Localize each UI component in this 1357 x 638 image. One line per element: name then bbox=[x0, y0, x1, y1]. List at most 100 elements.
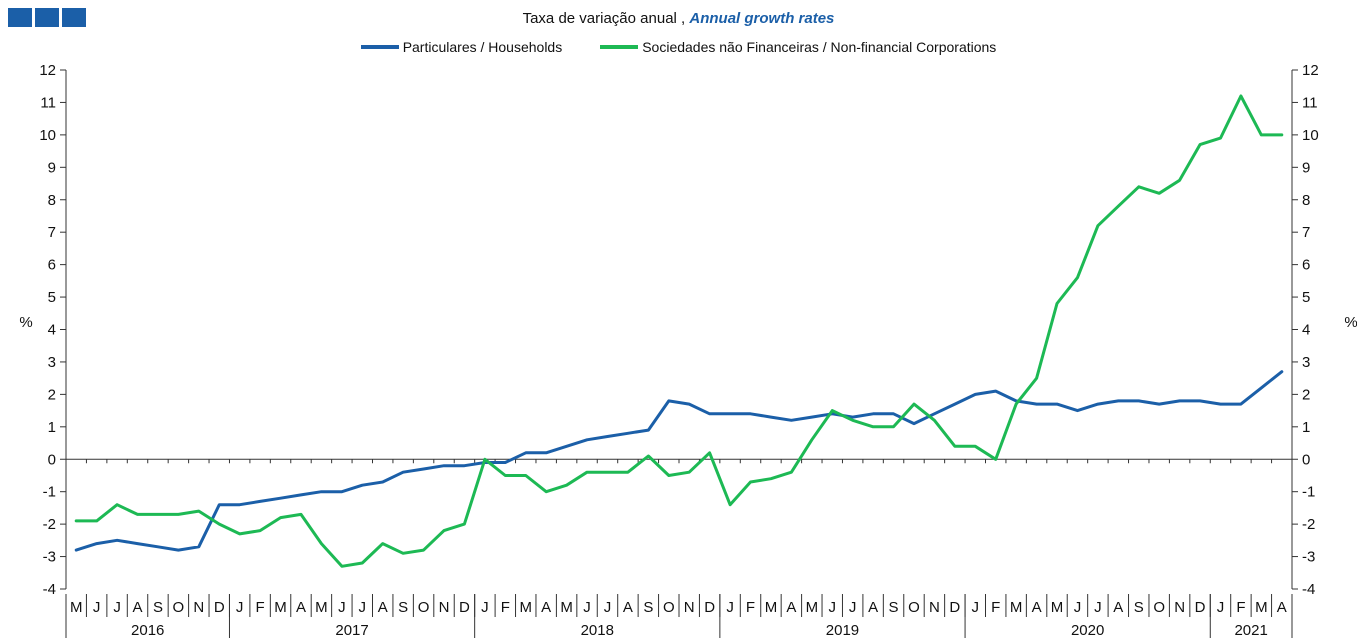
y-tick-label-right: -3 bbox=[1302, 549, 1315, 566]
y-tick-label-right: 7 bbox=[1302, 224, 1310, 241]
month-label: F bbox=[991, 599, 1000, 616]
month-label: M bbox=[520, 599, 533, 616]
y-tick-label-right: -2 bbox=[1302, 516, 1315, 533]
month-label: F bbox=[1236, 599, 1245, 616]
month-label: S bbox=[153, 599, 163, 616]
month-label: M bbox=[315, 599, 328, 616]
month-label: M bbox=[274, 599, 287, 616]
month-label: J bbox=[338, 599, 346, 616]
chart-subtitle: Taxa de variação anual , Annual growth r… bbox=[0, 10, 1357, 27]
legend: Particulares / Households Sociedades não… bbox=[0, 39, 1357, 55]
year-label: 2019 bbox=[826, 622, 859, 638]
month-label: O bbox=[173, 599, 185, 616]
month-label: D bbox=[949, 599, 960, 616]
month-label: J bbox=[236, 599, 244, 616]
month-label: J bbox=[849, 599, 857, 616]
y-tick-label-left: -3 bbox=[43, 549, 56, 566]
y-tick-label-left: 11 bbox=[40, 94, 56, 111]
month-label: J bbox=[1217, 599, 1225, 616]
month-label: S bbox=[398, 599, 408, 616]
month-label: M bbox=[1051, 599, 1064, 616]
month-label: O bbox=[663, 599, 675, 616]
y-tick-label-left: 12 bbox=[39, 62, 56, 79]
month-label: A bbox=[786, 599, 796, 616]
month-label: M bbox=[806, 599, 819, 616]
month-label: D bbox=[459, 599, 470, 616]
y-tick-label-right: 11 bbox=[1302, 94, 1318, 111]
y-tick-label-right: 3 bbox=[1302, 354, 1310, 371]
month-label: M bbox=[1255, 599, 1268, 616]
y-tick-label-left: -4 bbox=[43, 581, 56, 598]
y-tick-label-left: -1 bbox=[43, 484, 56, 501]
y-tick-label-right: 0 bbox=[1302, 451, 1310, 468]
y-tick-label-left: 0 bbox=[48, 451, 56, 468]
month-label: N bbox=[193, 599, 204, 616]
y-axis-title-left: % bbox=[19, 314, 32, 331]
month-label: J bbox=[113, 599, 121, 616]
subtitle-pt: Taxa de variação anual , bbox=[522, 10, 690, 27]
month-label: A bbox=[868, 599, 878, 616]
month-label: D bbox=[214, 599, 225, 616]
month-label: J bbox=[359, 599, 367, 616]
month-label: J bbox=[829, 599, 837, 616]
month-label: A bbox=[296, 599, 306, 616]
month-label: J bbox=[93, 599, 101, 616]
year-label: 2017 bbox=[335, 622, 368, 638]
y-tick-label-left: 5 bbox=[48, 289, 56, 306]
legend-swatch-households bbox=[360, 45, 399, 49]
y-tick-label-right: -4 bbox=[1302, 581, 1315, 598]
month-label: J bbox=[583, 599, 591, 616]
y-tick-label-left: 9 bbox=[48, 159, 56, 176]
month-label: N bbox=[929, 599, 940, 616]
y-tick-label-right: 8 bbox=[1302, 192, 1310, 209]
month-label: D bbox=[704, 599, 715, 616]
y-tick-label-right: 4 bbox=[1302, 322, 1310, 339]
y-tick-label-left: 10 bbox=[39, 127, 56, 144]
y-tick-label-right: 5 bbox=[1302, 289, 1310, 306]
month-label: N bbox=[1174, 599, 1185, 616]
legend-swatch-corporations bbox=[600, 45, 639, 49]
logo-square bbox=[35, 8, 59, 27]
month-label: J bbox=[481, 599, 489, 616]
month-label: M bbox=[1010, 599, 1023, 616]
month-label: A bbox=[1113, 599, 1123, 616]
month-label: F bbox=[746, 599, 755, 616]
legend-item-households: Particulares / Households bbox=[360, 39, 562, 55]
legend-item-corporations: Sociedades não Financeiras / Non-financi… bbox=[600, 39, 996, 55]
month-label: S bbox=[643, 599, 653, 616]
y-tick-label-left: 3 bbox=[48, 354, 56, 371]
y-tick-label-right: 12 bbox=[1302, 62, 1319, 79]
y-tick-label-left: 6 bbox=[48, 257, 56, 274]
year-label: 2021 bbox=[1234, 622, 1267, 638]
y-tick-label-left: 2 bbox=[48, 386, 56, 403]
y-tick-label-left: 8 bbox=[48, 192, 56, 209]
y-tick-label-left: 4 bbox=[48, 322, 56, 339]
logo-square bbox=[8, 8, 32, 27]
y-tick-label-right: 6 bbox=[1302, 257, 1310, 274]
month-label: D bbox=[1195, 599, 1206, 616]
year-label: 2018 bbox=[581, 622, 614, 638]
y-axis-title-right: % bbox=[1344, 314, 1357, 331]
logo-square bbox=[62, 8, 86, 27]
y-tick-label-right: 1 bbox=[1302, 419, 1310, 436]
series-line-corporations bbox=[74, 94, 1284, 568]
y-tick-label-right: 9 bbox=[1302, 159, 1310, 176]
month-label: A bbox=[133, 599, 143, 616]
y-tick-label-left: -2 bbox=[43, 516, 56, 533]
logo bbox=[8, 8, 86, 27]
month-label: J bbox=[726, 599, 734, 616]
month-label: S bbox=[1134, 599, 1144, 616]
legend-label-corporations: Sociedades não Financeiras / Non-financi… bbox=[642, 39, 997, 55]
month-label: M bbox=[70, 599, 83, 616]
subtitle-en: Annual growth rates bbox=[689, 10, 835, 27]
month-label: J bbox=[972, 599, 980, 616]
y-tick-label-left: 7 bbox=[48, 224, 56, 241]
month-label: N bbox=[439, 599, 450, 616]
y-tick-label-right: 2 bbox=[1302, 386, 1310, 403]
month-label: S bbox=[889, 599, 899, 616]
month-label: J bbox=[604, 599, 612, 616]
month-label: A bbox=[623, 599, 633, 616]
year-label: 2016 bbox=[131, 622, 164, 638]
y-tick-label-right: 10 bbox=[1302, 127, 1319, 144]
